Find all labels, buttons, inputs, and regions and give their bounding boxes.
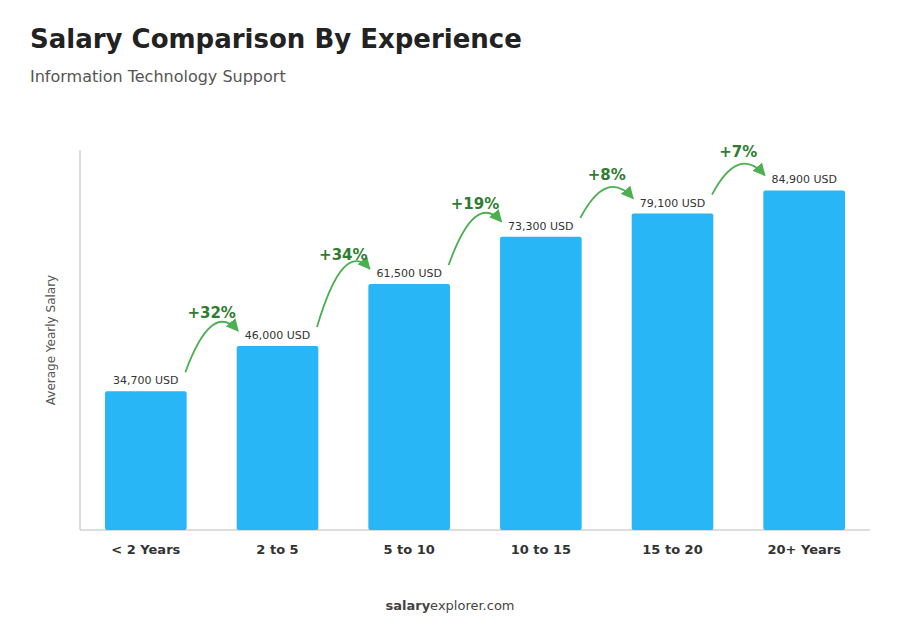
data-label: 79,100 USD — [640, 197, 706, 210]
x-tick-label: 10 to 15 — [511, 542, 571, 557]
chart-container: Salary Comparison By Experience Informati… — [0, 0, 900, 641]
bar — [632, 214, 714, 530]
footer-part: salary — [385, 598, 430, 613]
x-tick-label: < 2 Years — [111, 542, 180, 557]
footer-part: explorer.com — [430, 598, 514, 613]
subtitle: Information Technology Support — [30, 67, 286, 86]
x-tick-label: 15 to 20 — [642, 542, 702, 557]
change-arrow — [580, 187, 633, 218]
y-axis-line — [80, 150, 81, 530]
title: Salary Comparison By Experience — [30, 24, 522, 54]
data-label: 46,000 USD — [245, 329, 311, 342]
data-label: 61,500 USD — [376, 267, 442, 280]
chart: Salary Comparison By Experience Informati… — [0, 0, 900, 641]
data-label: 73,300 USD — [508, 220, 574, 233]
bar — [368, 284, 450, 530]
bars — [105, 190, 845, 530]
bar — [763, 190, 845, 530]
x-axis-line — [80, 530, 870, 531]
change-label: +32% — [187, 304, 235, 322]
bar — [237, 346, 319, 530]
bar — [500, 237, 582, 530]
y-axis-label: Average Yearly Salary — [44, 275, 58, 405]
change-label: +19% — [451, 195, 499, 213]
change-label: +8% — [588, 166, 626, 184]
change-label: +7% — [719, 143, 757, 161]
data-label: 84,900 USD — [771, 173, 837, 186]
change-arrow — [185, 322, 238, 372]
footer: salaryexplorer.com — [385, 598, 514, 613]
x-tick-label: 2 to 5 — [256, 542, 298, 557]
change-arrow — [317, 261, 370, 327]
x-tick-label: 5 to 10 — [383, 542, 434, 557]
data-label: 34,700 USD — [113, 374, 179, 387]
change-arrow — [449, 213, 502, 265]
x-tick-label: 20+ Years — [767, 542, 841, 557]
change-arrow — [712, 164, 765, 195]
change-label: +34% — [319, 246, 367, 264]
bar — [105, 391, 187, 530]
